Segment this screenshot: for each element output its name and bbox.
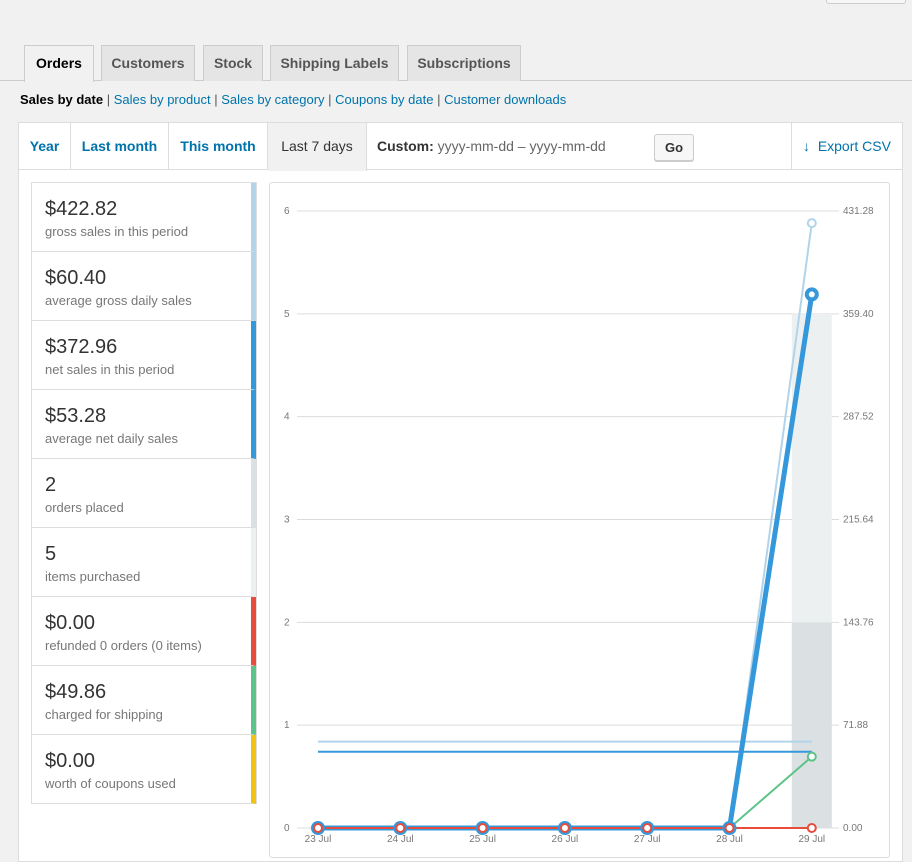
x-tick-label: 28 Jul bbox=[716, 834, 743, 845]
legend-orders-placed[interactable]: 2 orders placed bbox=[32, 459, 256, 528]
legend-coupons[interactable]: $0.00 worth of coupons used bbox=[32, 735, 256, 804]
range-last-month[interactable]: Last month bbox=[71, 123, 169, 170]
y-right-tick-label: 0.00 bbox=[843, 823, 863, 834]
legend-label: charged for shipping bbox=[45, 707, 163, 722]
legend-value: 2 bbox=[45, 474, 57, 496]
chart-legend: $422.82 gross sales in this period $60.40… bbox=[31, 182, 257, 804]
legend-value: $49.86 bbox=[45, 681, 107, 703]
y-right-tick-label: 215.64 bbox=[843, 515, 874, 526]
export-csv-button[interactable]: ↓ Export CSV bbox=[791, 123, 902, 170]
range-bar: Year Last month This month Last 7 days C… bbox=[19, 123, 902, 171]
legend-value: 5 bbox=[45, 543, 57, 565]
y-right-tick-label: 431.28 bbox=[843, 206, 874, 217]
legend-average-net-daily[interactable]: $53.28 average net daily sales bbox=[32, 390, 256, 459]
x-tick-label: 29 Jul bbox=[798, 834, 825, 845]
data-point bbox=[804, 287, 819, 302]
x-tick-label: 25 Jul bbox=[469, 834, 496, 845]
legend-refunded[interactable]: $0.00 refunded 0 orders (0 items) bbox=[32, 597, 256, 666]
custom-range: Custom: yyyy-mm-dd – yyyy-mm-dd bbox=[377, 123, 606, 170]
data-point bbox=[724, 823, 735, 833]
legend-value: $53.28 bbox=[45, 405, 107, 427]
download-arrow-icon: ↓ bbox=[803, 138, 811, 154]
range-last-7-days[interactable]: Last 7 days bbox=[268, 123, 367, 171]
tab-shipping-labels[interactable]: Shipping Labels bbox=[270, 45, 399, 81]
legend-label: gross sales in this period bbox=[45, 224, 189, 239]
x-tick-label: 26 Jul bbox=[552, 834, 579, 845]
legend-label: orders placed bbox=[45, 500, 124, 515]
legend-net-sales[interactable]: $372.96 net sales in this period bbox=[32, 321, 256, 390]
subnav-sales-by-category[interactable]: Sales by category bbox=[221, 92, 325, 107]
date-separator: – bbox=[517, 138, 526, 154]
legend-label: refunded 0 orders (0 items) bbox=[45, 638, 202, 653]
subnav-separator: | bbox=[214, 92, 222, 107]
legend-average-gross-daily[interactable]: $60.40 average gross daily sales bbox=[32, 252, 256, 321]
export-csv-label: Export CSV bbox=[817, 138, 891, 154]
x-tick-label: 24 Jul bbox=[387, 834, 414, 845]
data-point bbox=[313, 823, 323, 833]
start-date-input[interactable]: yyyy-mm-dd bbox=[437, 138, 514, 154]
subnav-coupons-by-date[interactable]: Coupons by date bbox=[335, 92, 434, 107]
y-left-tick-label: 3 bbox=[284, 515, 290, 526]
legend-value: $422.82 bbox=[45, 198, 118, 220]
y-left-tick-label: 6 bbox=[284, 206, 290, 217]
custom-label: Custom: bbox=[377, 138, 434, 154]
y-left-tick-label: 4 bbox=[284, 412, 290, 423]
y-left-tick-label: 2 bbox=[284, 617, 290, 628]
legend-gross-sales[interactable]: $422.82 gross sales in this period bbox=[32, 183, 256, 252]
data-point bbox=[806, 751, 817, 762]
subnav-customer-downloads[interactable]: Customer downloads bbox=[444, 92, 567, 107]
legend-value: $0.00 bbox=[45, 750, 96, 772]
range-this-month[interactable]: This month bbox=[169, 123, 268, 170]
top-right-button[interactable] bbox=[826, 0, 906, 4]
subnav-separator: | bbox=[106, 92, 114, 107]
x-tick-label: 27 Jul bbox=[634, 834, 661, 845]
series-line bbox=[318, 294, 815, 831]
y-left-tick-label: 5 bbox=[284, 309, 290, 320]
legend-value: $0.00 bbox=[45, 612, 96, 634]
legend-label: average gross daily sales bbox=[45, 293, 192, 308]
chart-svg: 0 1 2 3 4 5 6 0.00 71.88 143.76 215.64 287.52 359.40… bbox=[284, 206, 874, 845]
data-point bbox=[477, 823, 488, 833]
legend-value: $60.40 bbox=[45, 267, 107, 289]
subnav-current: Sales by date bbox=[20, 92, 104, 107]
tab-subscriptions[interactable]: Subscriptions bbox=[407, 45, 521, 81]
legend-items-purchased[interactable]: 5 items purchased bbox=[32, 528, 256, 597]
data-point bbox=[559, 823, 570, 833]
subnav-sales-by-product[interactable]: Sales by product bbox=[113, 92, 211, 107]
sales-chart: 0 1 2 3 4 5 6 0.00 71.88 143.76 215.64 287.52 359.40… bbox=[269, 182, 890, 858]
y-left-tick-label: 1 bbox=[284, 720, 290, 731]
y-right-tick-label: 143.76 bbox=[843, 617, 874, 628]
tab-customers[interactable]: Customers bbox=[101, 45, 195, 81]
data-point bbox=[642, 823, 653, 833]
y-right-tick-label: 359.40 bbox=[843, 309, 874, 320]
report-panel: Year Last month This month Last 7 days C… bbox=[18, 122, 903, 862]
subnav-separator: | bbox=[437, 92, 445, 107]
go-button[interactable]: Go bbox=[654, 134, 694, 161]
report-subnav: Sales by date | Sales by product | Sales… bbox=[20, 92, 566, 108]
chart-bar bbox=[791, 622, 832, 828]
legend-shipping[interactable]: $49.86 charged for shipping bbox=[32, 666, 256, 735]
tab-stock[interactable]: Stock bbox=[203, 45, 263, 81]
legend-value: $372.96 bbox=[45, 336, 118, 358]
data-point bbox=[806, 823, 817, 833]
legend-label: worth of coupons used bbox=[45, 776, 176, 791]
data-point bbox=[806, 218, 817, 229]
range-year[interactable]: Year bbox=[19, 123, 71, 170]
end-date-input[interactable]: yyyy-mm-dd bbox=[529, 138, 606, 154]
y-right-tick-label: 287.52 bbox=[843, 412, 874, 423]
legend-label: items purchased bbox=[45, 569, 141, 584]
x-tick-label: 23 Jul bbox=[305, 834, 332, 845]
y-left-tick-label: 0 bbox=[284, 823, 290, 834]
subnav-separator: | bbox=[328, 92, 336, 107]
report-tabs: Orders Customers Stock Shipping Labels S… bbox=[0, 45, 912, 82]
legend-label: average net daily sales bbox=[45, 431, 178, 446]
legend-label: net sales in this period bbox=[45, 362, 175, 377]
tab-orders[interactable]: Orders bbox=[24, 45, 94, 82]
data-point bbox=[395, 823, 406, 833]
y-right-tick-label: 71.88 bbox=[843, 720, 868, 731]
